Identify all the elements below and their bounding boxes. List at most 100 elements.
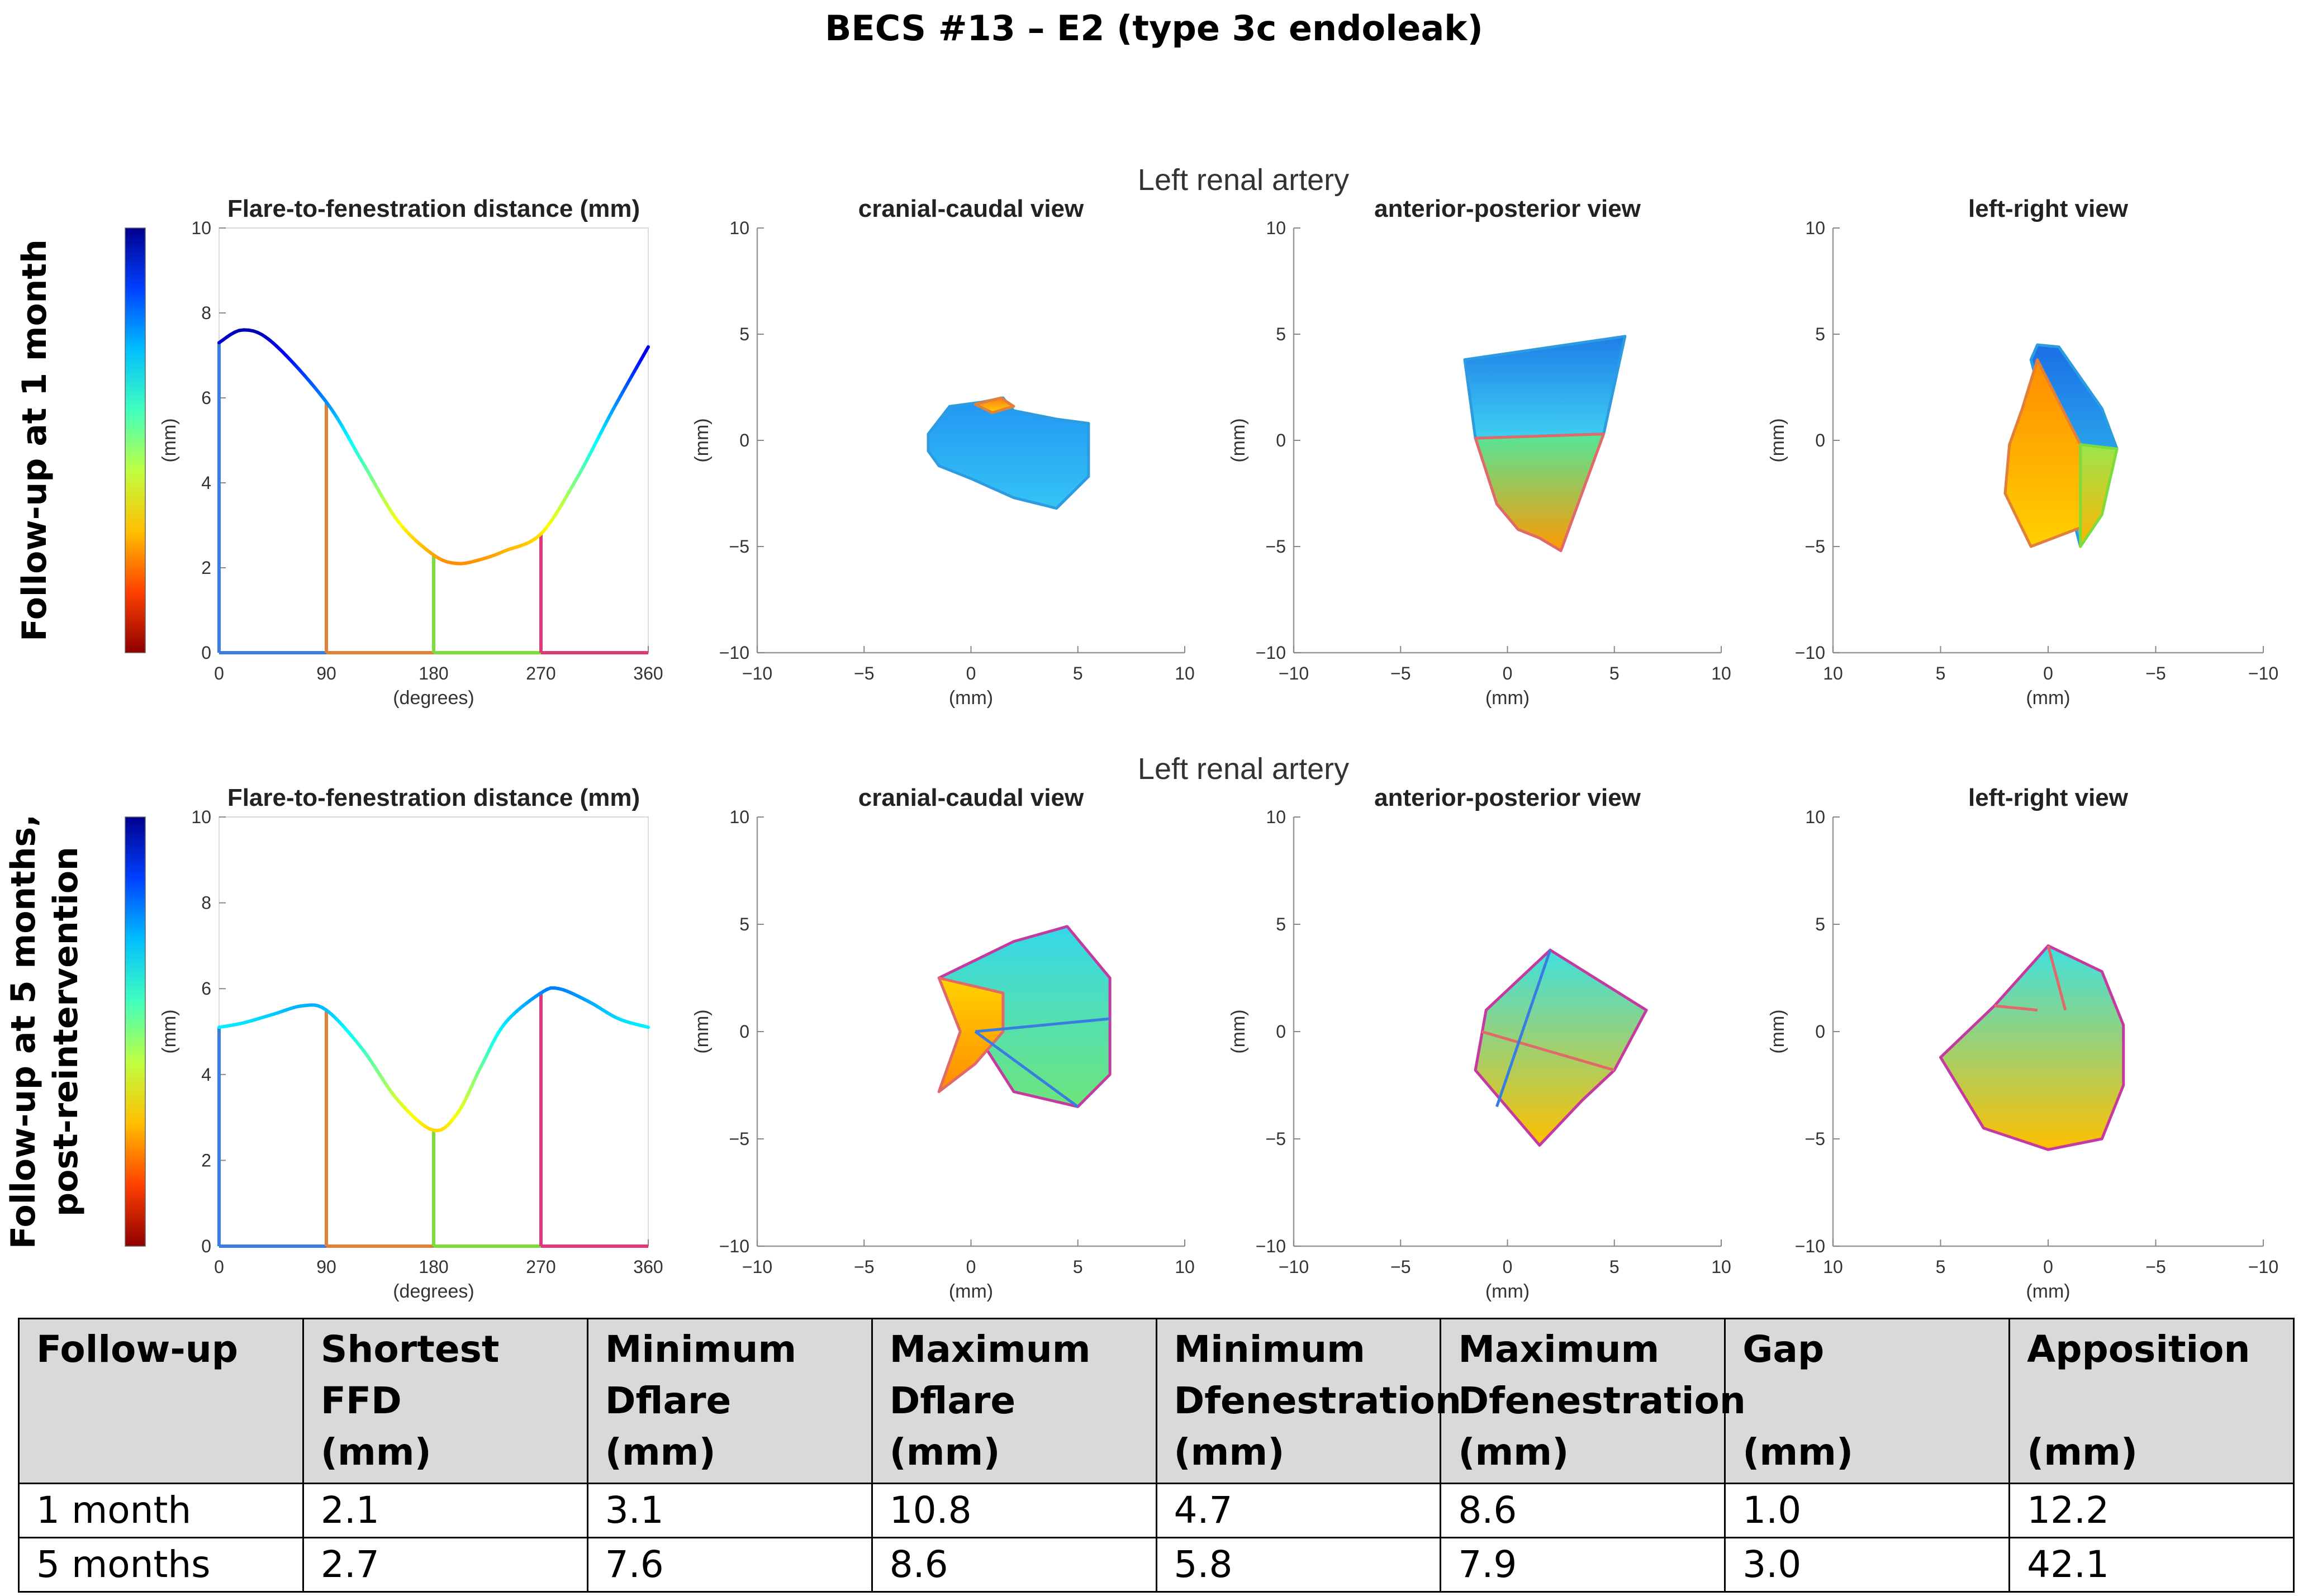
header-line: Dflare — [889, 1379, 1016, 1422]
x-tick-label: 5 — [1609, 663, 1620, 683]
x-tick-label: −5 — [2145, 1257, 2165, 1277]
row-label: Follow-up at 5 months, — [4, 814, 43, 1249]
chart-2-3: −10 −5 0 5 10 −10 −5 0 5 10 anterior-posterior vie… — [1228, 784, 1731, 1302]
y-tick-label: 4 — [201, 473, 211, 493]
x-axis-label: (mm) — [2026, 1281, 2070, 1302]
surface-edge — [1481, 1030, 1615, 1072]
header-line: (mm) — [1458, 1431, 1569, 1474]
y-axis-label: (mm) — [159, 1009, 180, 1053]
header-line: Dfenestration — [1174, 1379, 1461, 1422]
y-tick-label: 6 — [201, 388, 211, 408]
chart-2-2: −10 −5 0 5 10 −10 −5 0 5 10 cranial-caudal view (mm… — [691, 784, 1195, 1302]
x-tick-label: 10 — [1823, 663, 1843, 683]
x-tick-label: 0 — [966, 663, 976, 683]
x-tick-label: 10 — [1175, 663, 1195, 683]
y-tick-label: 0 — [201, 643, 211, 663]
x-tick-label: −10 — [742, 663, 772, 683]
table-cell: 8.6 — [871, 1537, 1157, 1593]
artery-label: Left renal artery — [1138, 163, 1349, 197]
chart-title: left-right view — [1968, 784, 2129, 811]
x-tick-label: 10 — [1175, 1257, 1195, 1277]
x-tick-label: −10 — [1279, 663, 1309, 683]
table-cell: 12.2 — [2008, 1483, 2295, 1538]
colorbar — [125, 816, 146, 1247]
surface-patch — [927, 396, 1090, 510]
y-tick-label: −5 — [1805, 1129, 1825, 1149]
chart-title: anterior-posterior view — [1374, 784, 1641, 811]
x-tick-label: −10 — [742, 1257, 772, 1277]
header-line: Apposition — [2027, 1328, 2250, 1371]
y-tick-label: 8 — [201, 303, 211, 323]
surface-patch — [2079, 443, 2119, 548]
y-tick-label: −10 — [719, 643, 749, 663]
x-axis-label: (degrees) — [393, 1281, 474, 1302]
x-tick-label: 0 — [2043, 1257, 2053, 1277]
x-axis-label: (mm) — [949, 687, 993, 709]
x-axis-label: (degrees) — [393, 687, 474, 709]
y-tick-label: 0 — [1815, 1022, 1825, 1042]
header-line: Minimum — [1174, 1328, 1365, 1371]
surface-patch — [1474, 948, 1648, 1147]
y-tick-label: 0 — [201, 1236, 211, 1256]
x-tick-label: 0 — [966, 1257, 976, 1277]
header-line: (mm) — [889, 1431, 1000, 1474]
y-tick-label: 10 — [729, 218, 749, 238]
y-tick-label: −10 — [1795, 643, 1825, 663]
table-row: 1 month 2.1 3.1 10.8 4.7 8.6 1.0 12.2 — [18, 1483, 2295, 1538]
y-axis-label: (mm) — [691, 1009, 713, 1053]
y-axis-label: (mm) — [1767, 1009, 1788, 1053]
x-axis-label: (mm) — [1485, 1281, 1530, 1302]
y-tick-label: 6 — [201, 978, 211, 999]
x-tick-label: −5 — [1390, 663, 1411, 683]
chart-title: Flare-to-fenestration distance (mm) — [227, 195, 640, 222]
artery-label: Left renal artery — [1138, 752, 1349, 786]
y-tick-label: 10 — [1266, 807, 1286, 827]
y-tick-label: −5 — [729, 1129, 749, 1149]
chart-2-4: 10 5 0 −5 −10 −10 −5 0 5 10 left-right view (mm) (mm… — [1767, 784, 2278, 1302]
chart-title: left-right view — [1968, 195, 2129, 222]
y-tick-label: 10 — [191, 807, 211, 827]
surface-edge — [2046, 945, 2067, 1011]
x-axis-label: (mm) — [949, 1281, 993, 1302]
figure-stage: BECS #13 – E2 (type 3c endoleak) Follow-… — [4, 8, 2278, 1302]
colorbar — [125, 227, 146, 653]
row-label: post-reintervention — [46, 847, 86, 1217]
x-tick-label: 180 — [419, 1257, 448, 1277]
x-tick-label: 10 — [1711, 663, 1731, 683]
table-row: 5 months 2.7 7.6 8.6 5.8 7.9 3.0 42.1 — [18, 1537, 2295, 1593]
surface-patch — [973, 396, 1015, 415]
chart-1-3: −10 −5 0 5 10 −10 −5 0 5 10 anterior-posterior vie… — [1228, 195, 1731, 709]
x-tick-label: 180 — [419, 663, 448, 683]
header-line — [36, 1427, 286, 1478]
table-cell: 10.8 — [871, 1483, 1157, 1538]
x-tick-label: −5 — [2145, 663, 2165, 683]
chart-1-2: −10 −5 0 5 10 −10 −5 0 5 10 cranial-caudal view (mm… — [691, 195, 1195, 709]
x-tick-label: 0 — [214, 1257, 224, 1277]
table-cell: 7.6 — [586, 1537, 873, 1593]
surface-edge — [1495, 949, 1552, 1108]
header-line — [1742, 1375, 1992, 1427]
x-tick-label: −5 — [854, 1257, 874, 1277]
y-tick-label: 10 — [729, 807, 749, 827]
curve-segment — [642, 1024, 650, 1029]
y-tick-label: 5 — [1815, 914, 1825, 934]
y-tick-label: 10 — [1805, 218, 1825, 238]
x-tick-label: 10 — [1711, 1257, 1731, 1277]
table-header-cell: Maximum Dfenestration (mm) — [1440, 1318, 1746, 1484]
y-tick-label: 2 — [201, 1150, 211, 1170]
table-cell: 8.6 — [1440, 1483, 1726, 1538]
chart-title: Flare-to-fenestration distance (mm) — [227, 784, 640, 811]
chart-title: anterior-posterior view — [1374, 195, 1641, 222]
x-tick-label: −10 — [2248, 663, 2278, 683]
chart-1-1: 0 90 180 270 360 0 2 4 6 8 10 Flare-to-fenestration… — [159, 195, 663, 709]
y-tick-label: −5 — [1266, 1129, 1286, 1149]
y-tick-label: 5 — [739, 914, 749, 934]
chart-2-1: 0 90 180 270 360 0 2 4 6 8 10 Flare-to-fenestration… — [159, 784, 663, 1302]
x-tick-label: 5 — [1936, 663, 1946, 683]
table-cell: 1 month — [18, 1483, 304, 1538]
table-cell: 7.9 — [1440, 1537, 1726, 1593]
y-tick-label: −5 — [729, 536, 749, 557]
header-line: Maximum — [889, 1328, 1091, 1371]
header-line: Gap — [1742, 1328, 1825, 1371]
